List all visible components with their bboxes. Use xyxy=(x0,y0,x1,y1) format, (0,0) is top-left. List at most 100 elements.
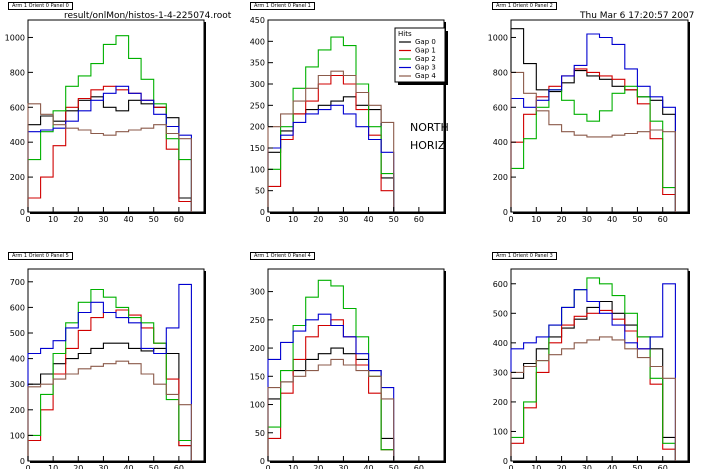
panel-title-1: Arm 1 Orient 0 Panel 1 xyxy=(250,2,315,10)
x-tick-label: 0 xyxy=(265,215,270,224)
y-tick-label: 250 xyxy=(250,316,265,325)
x-tick-label: 40 xyxy=(607,464,617,469)
series-gap-3 xyxy=(510,283,676,461)
legend-entry-gap-1: Gap 1 xyxy=(415,47,436,55)
x-tick-label: 10 xyxy=(288,464,298,469)
series-gap-4 xyxy=(510,71,676,212)
y-tick-label: 350 xyxy=(250,59,265,68)
x-tick-label: 60 xyxy=(658,464,668,469)
legend-entry-gap-0: Gap 0 xyxy=(415,38,436,46)
x-tick-label: 50 xyxy=(389,464,399,469)
x-tick-label: 20 xyxy=(73,215,83,224)
x-tick-label: 40 xyxy=(363,464,373,469)
series-gap-3 xyxy=(267,104,395,212)
y-tick-label: 200 xyxy=(250,344,265,353)
y-tick-label: 600 xyxy=(10,303,25,312)
series-gap-0 xyxy=(267,96,395,212)
x-tick-label: 10 xyxy=(531,464,541,469)
series-gap-2 xyxy=(510,85,676,212)
series-gap-2 xyxy=(267,36,395,212)
panel-title-2: Arm 1 Orient 0 Panel 2 xyxy=(492,2,557,10)
x-tick-label: 30 xyxy=(98,215,108,224)
y-tick-label: 600 xyxy=(493,280,508,289)
series-gap-3 xyxy=(27,85,192,212)
x-tick-label: 20 xyxy=(313,464,323,469)
y-tick-label: 800 xyxy=(10,68,25,77)
x-tick-label: 0 xyxy=(25,215,30,224)
series-gap-3 xyxy=(267,313,395,461)
panel-title-3: Arm 1 Orient 0 Panel 5 xyxy=(8,252,73,260)
y-tick-label: 450 xyxy=(250,16,265,25)
y-tick-label: 150 xyxy=(250,144,265,153)
series-gap-4 xyxy=(267,358,395,461)
x-tick-label: 30 xyxy=(98,464,108,469)
y-tick-label: 0 xyxy=(260,457,265,466)
legend-entry-gap-4: Gap 4 xyxy=(415,72,436,80)
y-tick-label: 200 xyxy=(10,406,25,415)
series-gap-4 xyxy=(510,336,676,461)
y-tick-label: 300 xyxy=(493,368,508,377)
series-gap-2 xyxy=(27,288,192,461)
y-tick-label: 400 xyxy=(10,138,25,147)
y-tick-label: 200 xyxy=(493,398,508,407)
x-tick-label: 20 xyxy=(556,215,566,224)
y-tick-label: 300 xyxy=(250,80,265,89)
x-tick-label: 60 xyxy=(414,464,424,469)
y-tick-label: 50 xyxy=(255,187,265,196)
y-tick-label: 600 xyxy=(10,103,25,112)
panel-title-4: Arm 1 Orient 0 Panel 4 xyxy=(250,252,315,260)
y-tick-label: 500 xyxy=(493,309,508,318)
plot-frame xyxy=(27,19,205,213)
x-tick-label: 50 xyxy=(149,215,159,224)
x-tick-label: 50 xyxy=(632,215,642,224)
overlay-horiz-label: HORIZ xyxy=(410,139,446,152)
y-tick-label: 0 xyxy=(503,457,508,466)
y-tick-label: 500 xyxy=(10,329,25,338)
x-tick-label: 30 xyxy=(582,464,592,469)
x-tick-label: 40 xyxy=(123,464,133,469)
series-gap-4 xyxy=(27,103,192,212)
y-tick-label: 0 xyxy=(503,208,508,217)
x-tick-label: 30 xyxy=(338,464,348,469)
overlay-north-label: NORTH xyxy=(410,121,449,134)
y-tick-label: 100 xyxy=(493,427,508,436)
x-tick-label: 50 xyxy=(632,464,642,469)
x-tick-label: 10 xyxy=(48,464,58,469)
y-tick-label: 0 xyxy=(20,208,25,217)
x-tick-label: 60 xyxy=(174,215,184,224)
y-tick-label: 800 xyxy=(493,68,508,77)
x-tick-label: 30 xyxy=(582,215,592,224)
legend-title: Hits xyxy=(398,30,412,38)
y-tick-label: 0 xyxy=(260,208,265,217)
x-tick-label: 50 xyxy=(149,464,159,469)
x-tick-label: 20 xyxy=(313,215,323,224)
x-tick-label: 20 xyxy=(556,464,566,469)
y-tick-label: 400 xyxy=(250,37,265,46)
series-gap-4 xyxy=(27,360,192,461)
legend-box xyxy=(394,27,446,83)
x-tick-label: 10 xyxy=(288,215,298,224)
y-tick-label: 100 xyxy=(250,165,265,174)
plot-frame xyxy=(510,268,689,462)
y-tick-label: 400 xyxy=(10,355,25,364)
x-tick-label: 30 xyxy=(338,215,348,224)
y-tick-label: 100 xyxy=(10,431,25,440)
y-tick-label: 300 xyxy=(250,288,265,297)
x-tick-label: 20 xyxy=(73,464,83,469)
y-tick-label: 1000 xyxy=(5,33,25,42)
y-tick-label: 300 xyxy=(10,380,25,389)
x-tick-label: 60 xyxy=(414,215,424,224)
x-tick-label: 60 xyxy=(174,464,184,469)
x-tick-label: 10 xyxy=(48,215,58,224)
y-tick-label: 200 xyxy=(493,173,508,182)
y-tick-label: 400 xyxy=(493,339,508,348)
x-tick-label: 40 xyxy=(607,215,617,224)
x-tick-label: 60 xyxy=(658,215,668,224)
file-name-label: result/onlMon/histos-1-4-225074.root xyxy=(64,11,232,21)
x-tick-label: 40 xyxy=(123,215,133,224)
panel-title-0: Arm 1 Orient 0 Panel 0 xyxy=(8,2,73,10)
x-tick-label: 50 xyxy=(389,215,399,224)
x-tick-label: 0 xyxy=(508,464,513,469)
y-tick-label: 400 xyxy=(493,138,508,147)
x-tick-label: 0 xyxy=(25,464,30,469)
